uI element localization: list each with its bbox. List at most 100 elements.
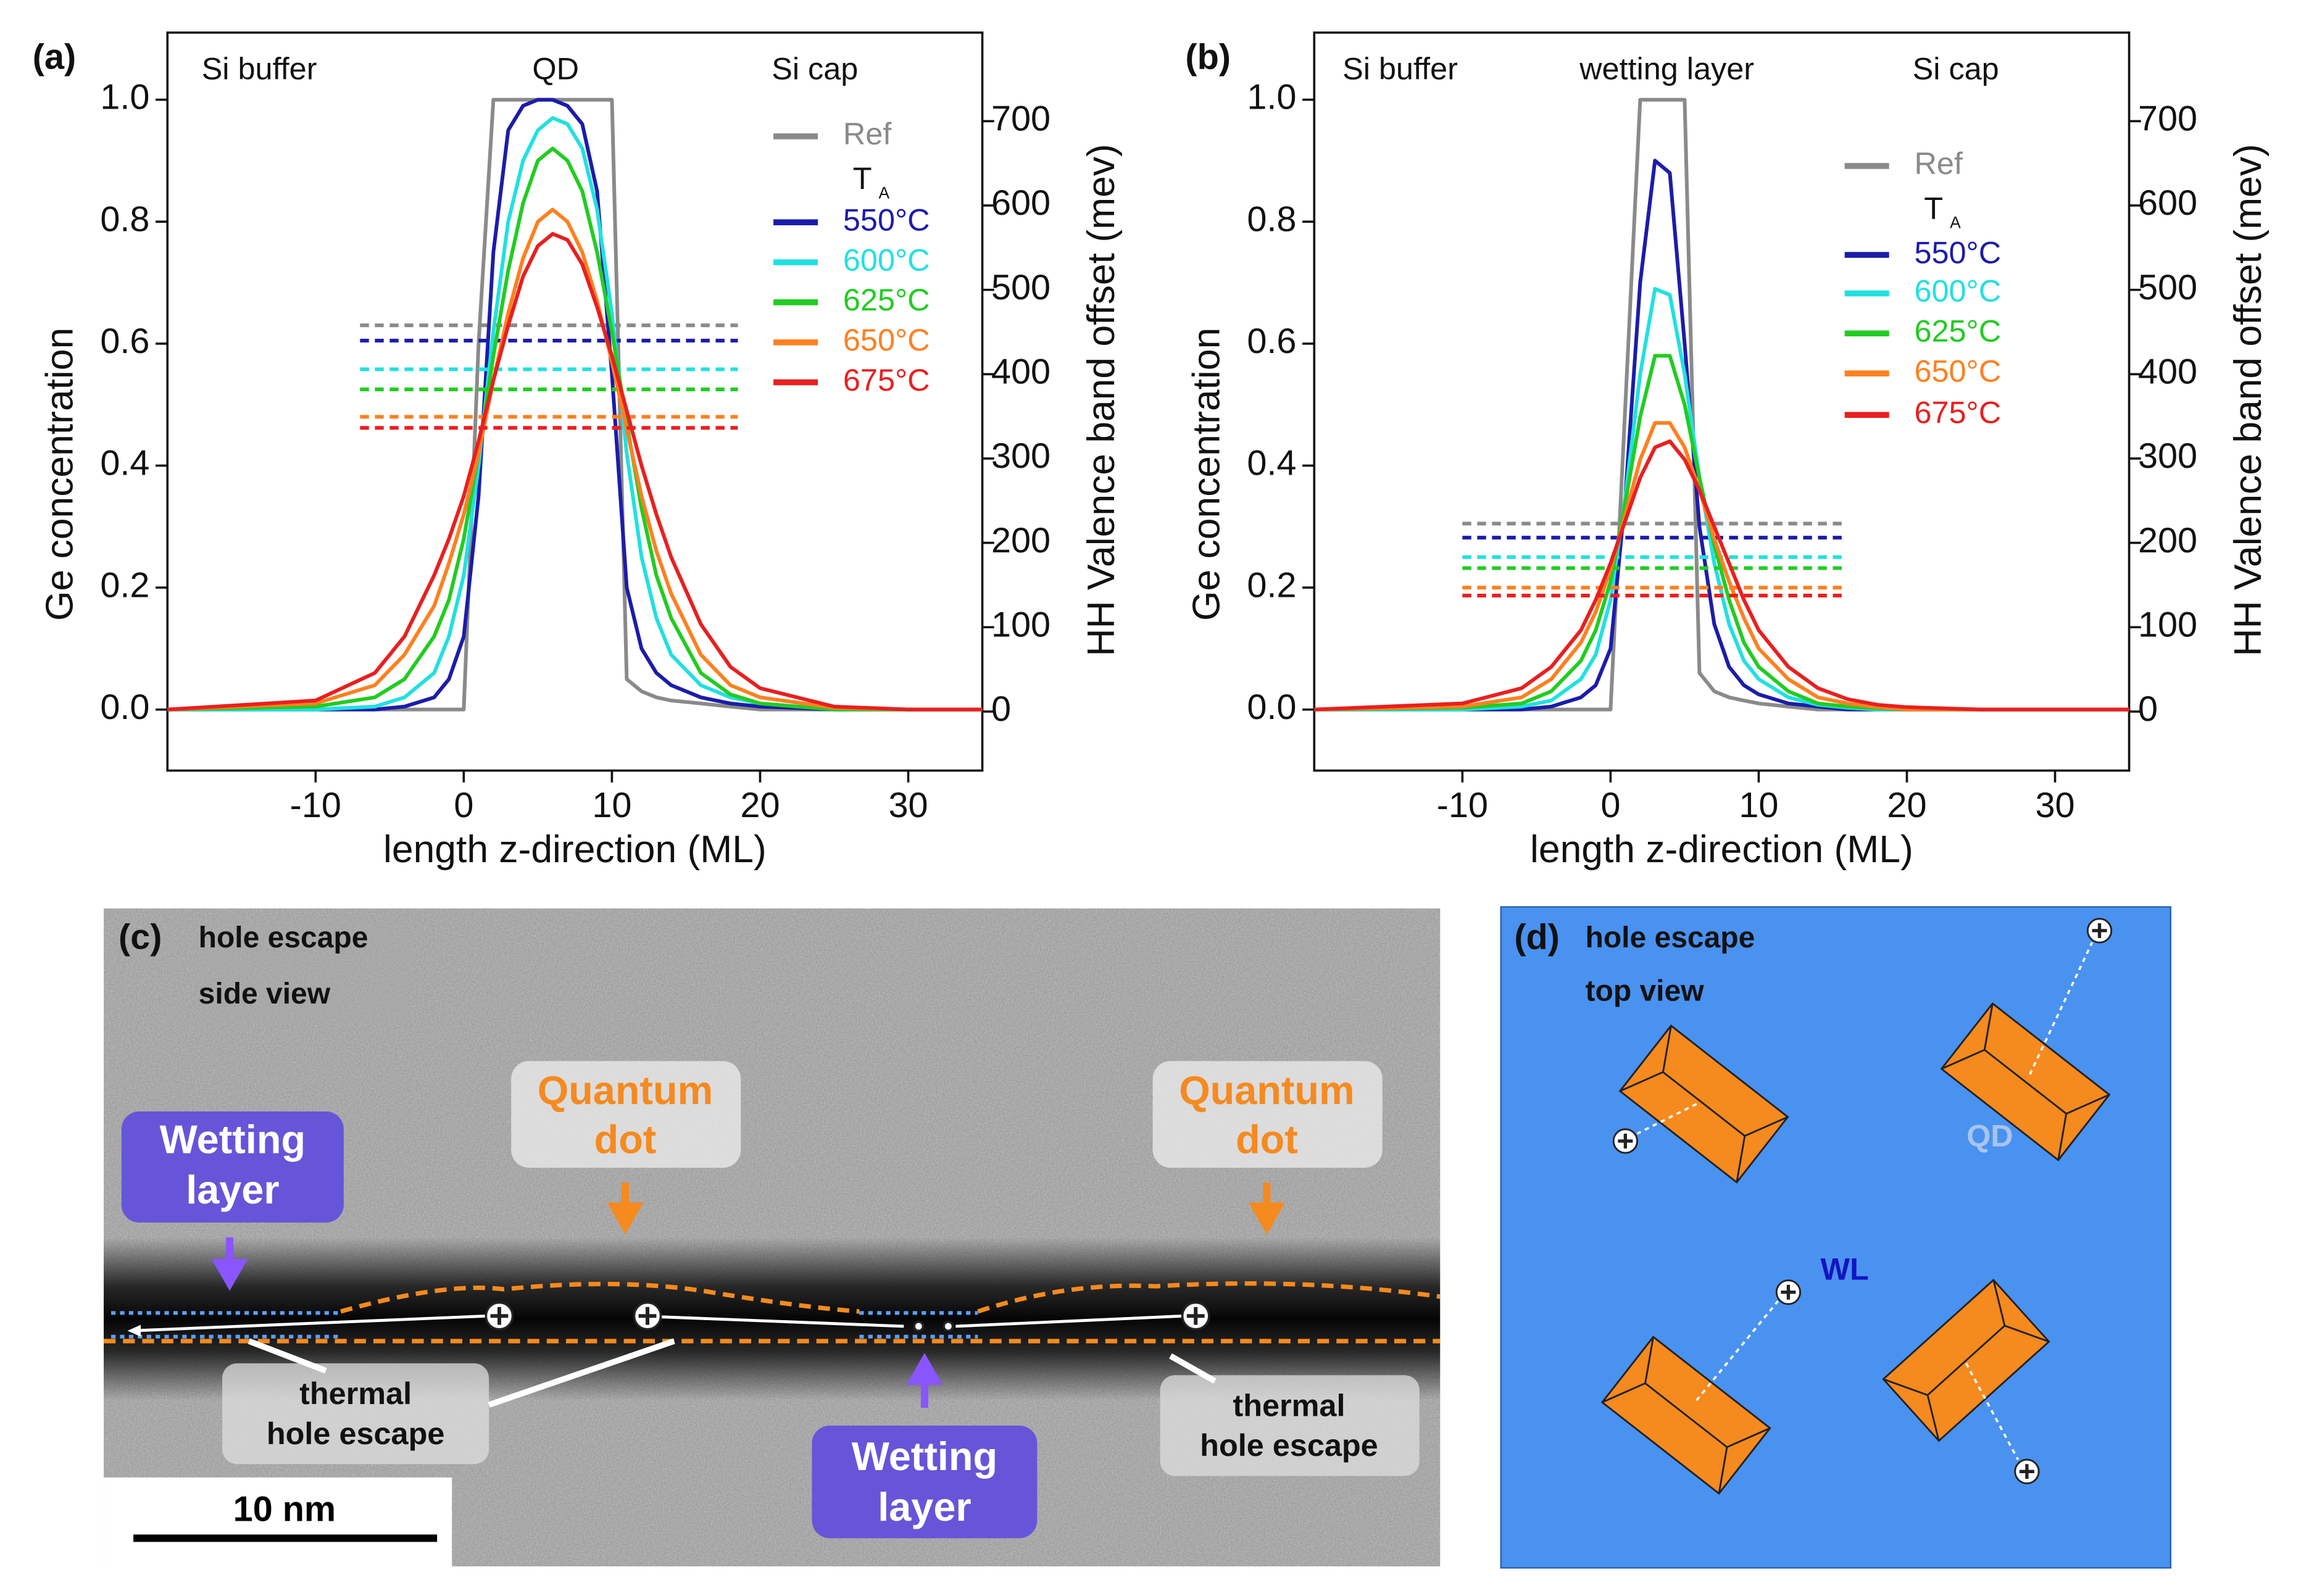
- caption: top view: [1586, 975, 1705, 1007]
- y-tick-label: 1.0: [1247, 78, 1296, 117]
- label-bg: [195, 918, 410, 1023]
- wl-label: Wetting: [852, 1434, 997, 1479]
- y-tick-label: 0.0: [100, 688, 149, 727]
- legend-title-sub: A: [879, 184, 890, 202]
- wl-label: WL: [1820, 1251, 1868, 1286]
- y2-axis-label: HH Valence band offset (mev): [2226, 144, 2270, 656]
- annotation: Si cap: [772, 51, 858, 86]
- y-tick-label: 0.4: [1247, 444, 1296, 483]
- x-tick-label: 0: [454, 786, 473, 825]
- chart: -10 0 10 20 30 0.0 0.2 0.4 0.6 0.8 1.0 0 100 200 300 40…: [33, 31, 1123, 871]
- series-line: [1314, 354, 2129, 712]
- panel-d: (d) hole escape top view QD WL: [1500, 906, 2171, 1569]
- annotation: wetting layer: [1579, 51, 1754, 86]
- x-tick-label: 20: [1887, 786, 1926, 825]
- y2-tick-label: 200: [2138, 521, 2197, 560]
- x-tick-label: 10: [592, 786, 631, 825]
- y2-tick-label: 500: [991, 268, 1051, 307]
- qd-label: dot: [594, 1116, 657, 1162]
- scale-bg: [104, 1477, 452, 1566]
- x-tick-label: 30: [2035, 786, 2074, 825]
- legend-label: 675°C: [1914, 395, 2001, 430]
- label-box: [812, 1425, 1038, 1539]
- x-axis-label: length z-direction (ML): [383, 828, 767, 871]
- x-axis-label: length z-direction (ML): [1530, 828, 1913, 871]
- y2-tick-label: 100: [991, 605, 1051, 644]
- legend-label: 650°C: [1914, 353, 2001, 388]
- legend-title: T: [1924, 190, 1943, 225]
- series-line: [1314, 98, 2129, 712]
- x-tick-label: 0: [1600, 786, 1620, 825]
- x-tick-label: 30: [888, 786, 928, 825]
- legend-label: Ref: [843, 116, 892, 151]
- panel-label: (a): [33, 37, 76, 77]
- legend-label: 600°C: [843, 242, 930, 277]
- y-tick-label: 0.2: [100, 565, 149, 605]
- qd-label: QD: [1966, 1118, 2013, 1153]
- y2-tick-label: 100: [2138, 605, 2197, 644]
- label-box: [511, 1061, 741, 1168]
- label-box: [121, 1111, 344, 1223]
- x-tick-label: 20: [740, 786, 780, 825]
- y2-tick-label: 300: [2138, 436, 2197, 476]
- escape-path: [133, 1314, 1186, 1332]
- legend-label: 550°C: [843, 202, 930, 237]
- y2-tick-label: 700: [2138, 99, 2197, 139]
- x-tick-label: -10: [1437, 786, 1488, 825]
- legend-title-sub: A: [1950, 214, 1961, 232]
- hole-plus: [490, 1307, 1205, 1325]
- legend-label: Ref: [1914, 146, 1963, 181]
- annotation: Si buffer: [202, 51, 317, 86]
- y2-tick-label: 700: [991, 99, 1051, 139]
- y-tick-label: 0.4: [100, 444, 149, 483]
- series-line: [1314, 159, 2129, 712]
- series-line: [167, 207, 983, 712]
- escape-label: thermal: [1233, 1387, 1345, 1423]
- panel-label: (b): [1185, 37, 1231, 77]
- qd-label: Quantum: [1179, 1068, 1354, 1113]
- y-tick-label: 0.8: [100, 199, 149, 239]
- y-tick-label: 0.0: [1247, 688, 1296, 727]
- y2-tick-label: 600: [2138, 183, 2197, 223]
- caption: side view: [199, 978, 331, 1010]
- y2-tick-label: 0: [991, 689, 1011, 729]
- series-line: [1314, 439, 2129, 712]
- y-tick-label: 1.0: [100, 78, 149, 117]
- panel-c: (c) hole escape side view Quantum dot Qu…: [104, 908, 1441, 1566]
- chart: -10 0 10 20 30 0.0 0.2 0.4 0.6 0.8 1.0 0 100 200 300 40…: [1184, 31, 2270, 871]
- pointer: [248, 1338, 1217, 1408]
- y-axis-label: Ge concentration: [38, 328, 81, 621]
- wl-label: layer: [878, 1484, 971, 1529]
- qd-outline: [340, 1281, 1441, 1314]
- panel-label: (d): [1514, 918, 1560, 957]
- legend-label: 675°C: [843, 362, 930, 397]
- qd-label: Quantum: [538, 1068, 713, 1113]
- wl-arrow: [211, 1237, 943, 1408]
- scale-label: 10 nm: [233, 1489, 336, 1529]
- legend-label: 600°C: [1914, 273, 2001, 309]
- y-tick-label: 0.6: [100, 322, 149, 361]
- plot-frame: [166, 31, 984, 772]
- y2-tick-label: 600: [991, 183, 1051, 223]
- caption: hole escape: [1586, 921, 1755, 954]
- series-line: [167, 231, 983, 712]
- y-tick-label: 0.2: [1247, 565, 1296, 605]
- label-box: [1160, 1375, 1420, 1476]
- y-tick-label: 0.8: [1247, 199, 1296, 239]
- legend-label: 550°C: [1914, 235, 2001, 270]
- y2-tick-label: 400: [991, 352, 1051, 392]
- x-tick-label: 10: [1739, 786, 1778, 825]
- y2-tick-label: 300: [991, 436, 1051, 476]
- series-line: [167, 98, 983, 712]
- x-tick-label: -10: [290, 786, 341, 825]
- legend-title: T: [853, 160, 872, 196]
- legend-label: 650°C: [843, 322, 930, 357]
- y2-tick-label: 0: [2138, 689, 2158, 729]
- caption: hole escape: [199, 921, 368, 954]
- legend-label: 625°C: [843, 282, 930, 317]
- annotation: Si cap: [1913, 51, 1999, 86]
- wl-label: layer: [186, 1167, 279, 1212]
- qd-label: dot: [1236, 1116, 1298, 1162]
